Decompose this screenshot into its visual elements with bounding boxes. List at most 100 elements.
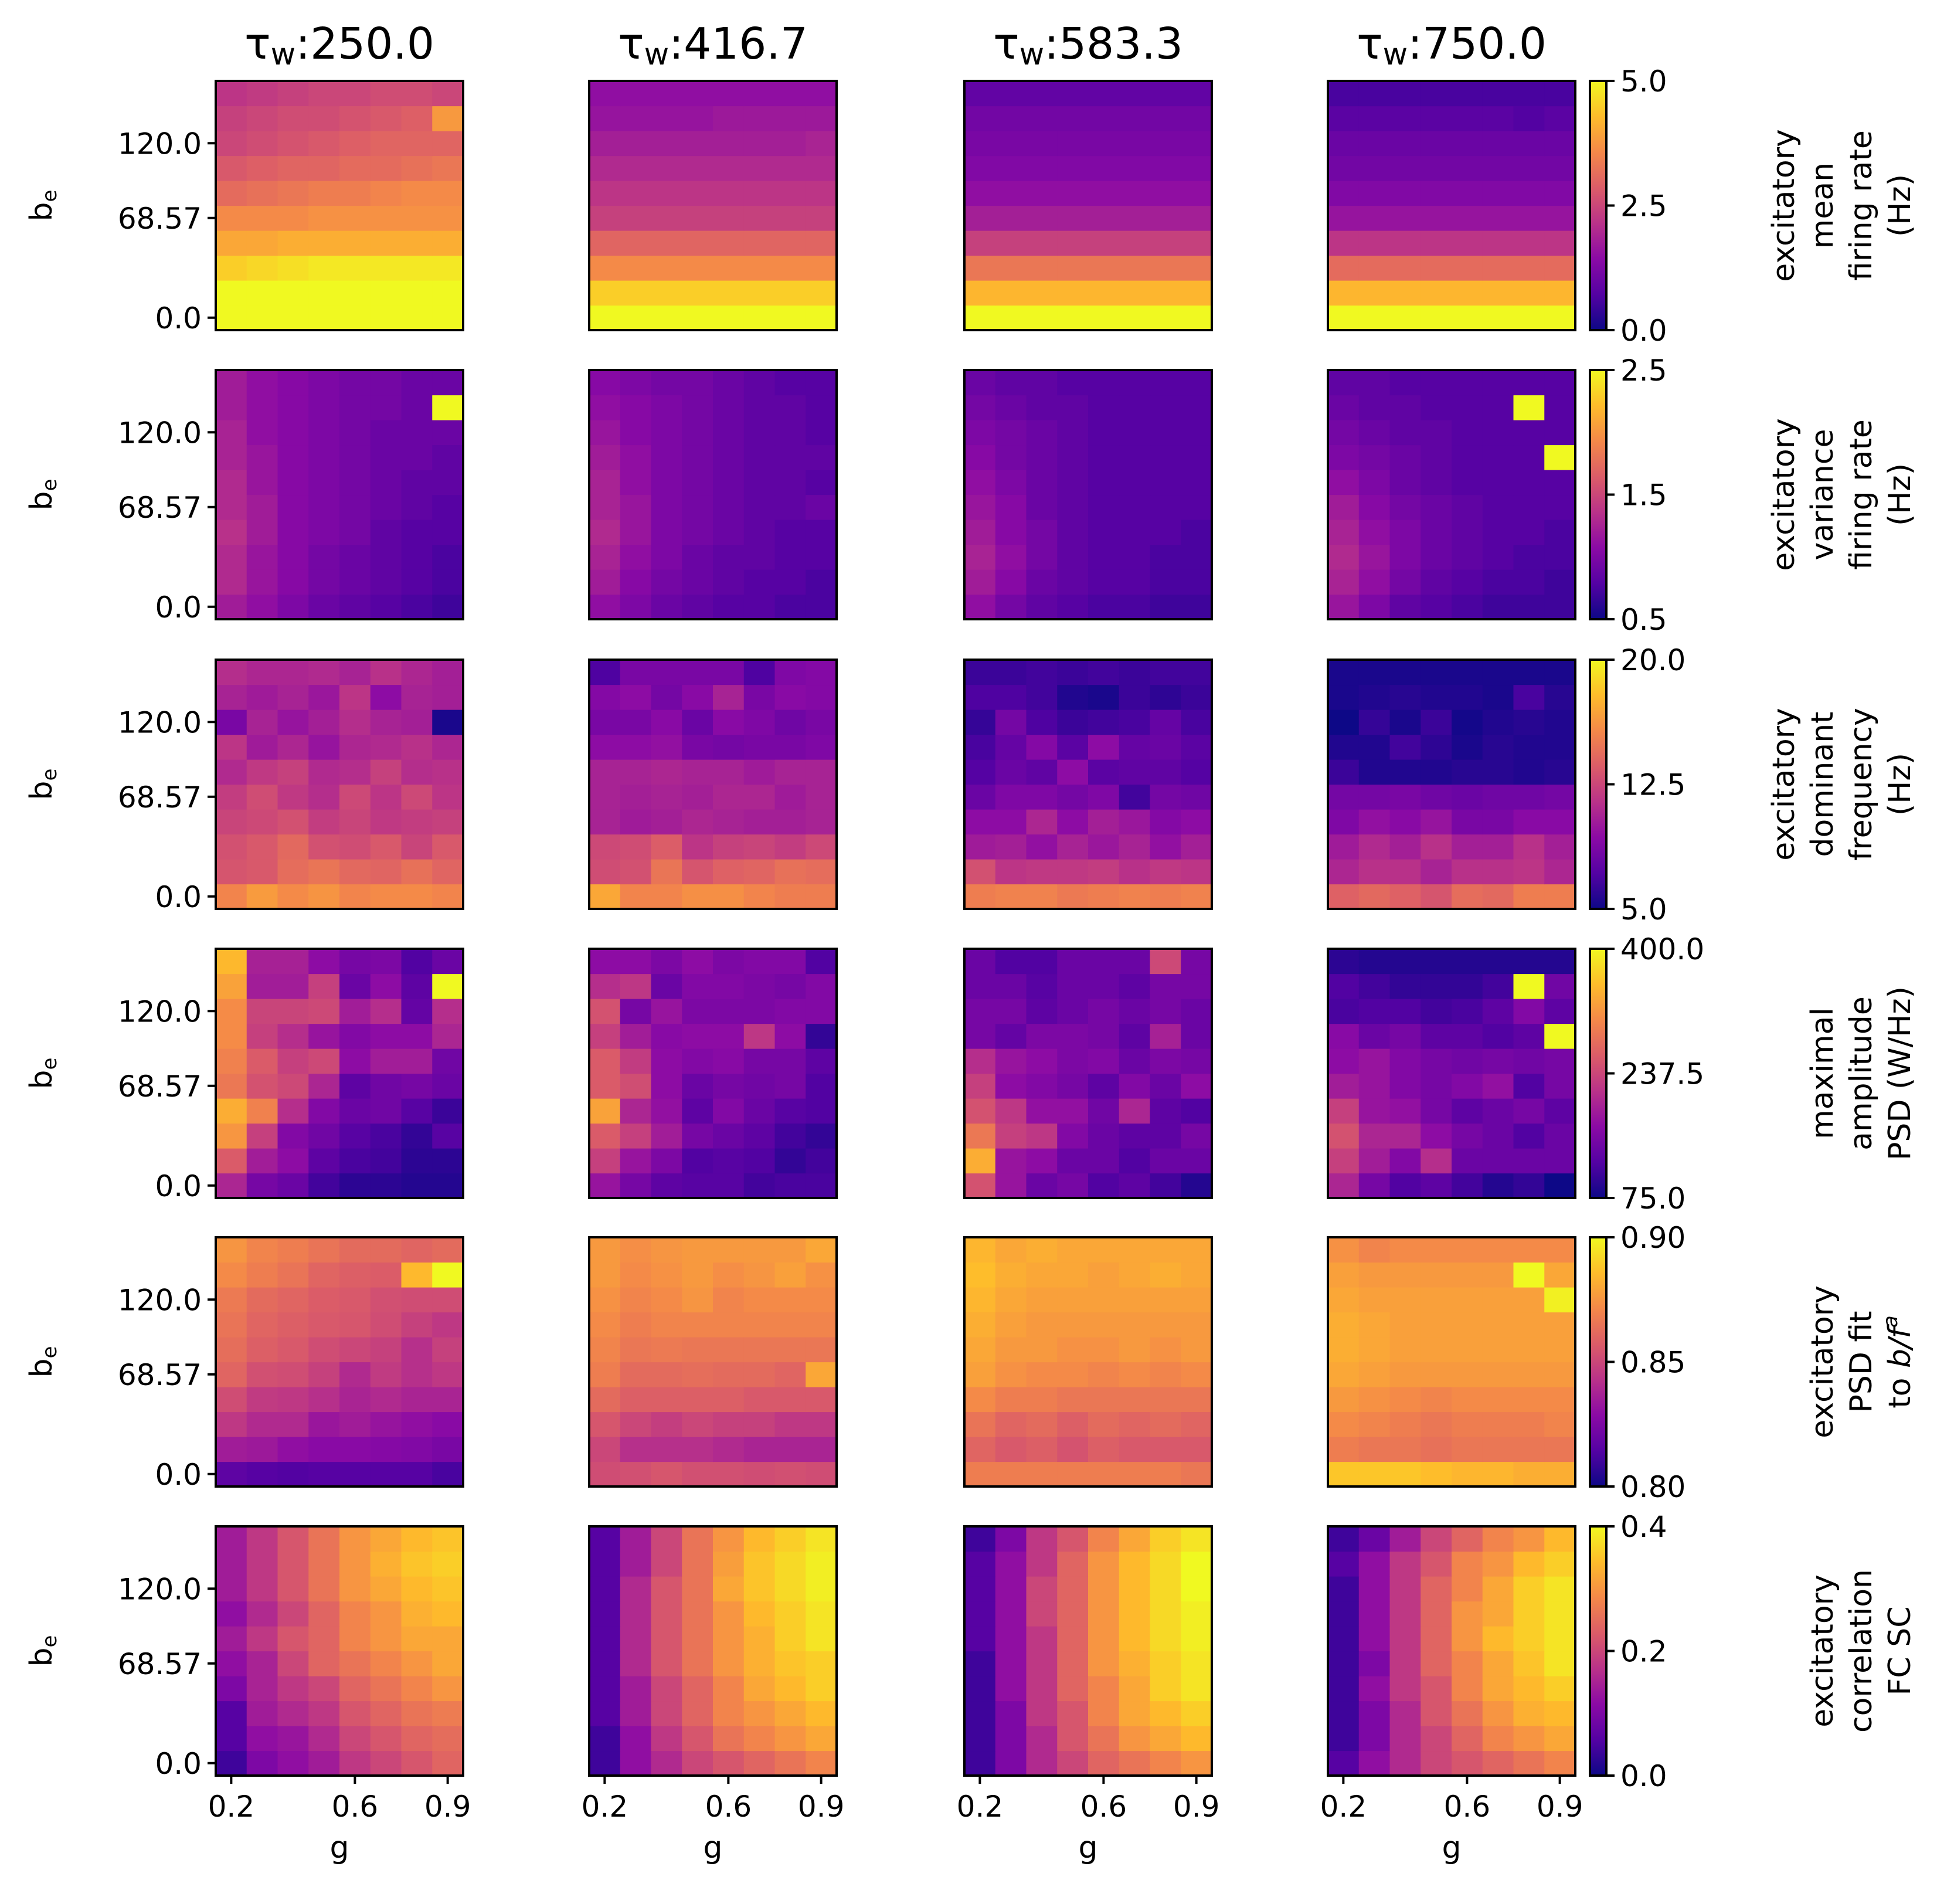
heatmap-cell bbox=[964, 420, 996, 446]
heatmap-cell bbox=[806, 494, 837, 520]
heatmap-cell bbox=[1328, 884, 1360, 909]
heatmap-cell bbox=[370, 494, 402, 520]
heatmap-cell bbox=[1088, 1023, 1120, 1049]
heatmap-cell bbox=[1452, 1701, 1483, 1726]
heatmap-cell bbox=[370, 999, 402, 1024]
heatmap-cell bbox=[995, 370, 1027, 396]
heatmap-cell bbox=[1328, 1626, 1360, 1652]
heatmap-cell bbox=[432, 205, 464, 231]
heatmap-cell bbox=[713, 1576, 745, 1602]
heatmap-cell bbox=[713, 759, 745, 785]
heatmap-cell bbox=[620, 1726, 652, 1752]
heatmap-cell bbox=[1389, 710, 1421, 735]
heatmap-cell bbox=[1482, 155, 1514, 181]
heatmap-cell bbox=[1181, 1651, 1212, 1676]
heatmap-cell bbox=[1513, 1551, 1545, 1577]
heatmap-cell bbox=[1421, 1461, 1452, 1487]
heatmap-cell bbox=[1358, 155, 1391, 181]
heatmap-cell bbox=[743, 569, 776, 595]
heatmap-cell bbox=[1181, 1576, 1212, 1602]
heatmap-cell bbox=[1513, 155, 1545, 181]
heatmap-cell bbox=[995, 181, 1027, 206]
heatmap-cell bbox=[1057, 370, 1089, 396]
heatmap-cell bbox=[1088, 809, 1120, 835]
heatmap-cell bbox=[370, 1123, 402, 1149]
heatmap-cell bbox=[277, 759, 309, 785]
heatmap-cell bbox=[216, 809, 247, 835]
heatmap-cell bbox=[1088, 734, 1120, 760]
heatmap-cell bbox=[589, 1123, 621, 1149]
heatmap-cell bbox=[216, 1337, 247, 1363]
heatmap-cell bbox=[1358, 395, 1391, 420]
heatmap-cell bbox=[432, 1048, 464, 1074]
heatmap-cell bbox=[1057, 834, 1089, 860]
heatmap-cell bbox=[964, 255, 996, 281]
heatmap-cell bbox=[1328, 1726, 1360, 1752]
heatmap-cell bbox=[1513, 859, 1545, 885]
heatmap-cell bbox=[1057, 1387, 1089, 1413]
heatmap-cell bbox=[1389, 395, 1421, 420]
heatmap-cell bbox=[432, 444, 464, 470]
heatmap-cell bbox=[1119, 1098, 1151, 1124]
heatmap-cell bbox=[401, 181, 433, 206]
heatmap-cell bbox=[713, 1048, 745, 1074]
heatmap-cell bbox=[1421, 255, 1452, 281]
heatmap-cell bbox=[1421, 470, 1452, 495]
heatmap-cell bbox=[277, 949, 309, 975]
heatmap-cell bbox=[370, 1676, 402, 1702]
heatmap-cell bbox=[1150, 1337, 1181, 1363]
heatmap-cell bbox=[743, 594, 776, 620]
heatmap-cell bbox=[277, 710, 309, 735]
heatmap-cell bbox=[401, 834, 433, 860]
heatmap-cell bbox=[774, 106, 806, 131]
heatmap-cell bbox=[339, 1148, 371, 1174]
heatmap-cell bbox=[432, 181, 464, 206]
heatmap-cell bbox=[1389, 1048, 1421, 1074]
heatmap-cell bbox=[806, 181, 837, 206]
heatmap-cell bbox=[651, 1098, 682, 1124]
heatmap-cell bbox=[651, 1726, 682, 1752]
heatmap-cell bbox=[1181, 1461, 1212, 1487]
heatmap-cell bbox=[308, 1073, 340, 1099]
heatmap-cell bbox=[1119, 1173, 1151, 1199]
heatmap-cell bbox=[1328, 1651, 1360, 1676]
heatmap-cell bbox=[1057, 884, 1089, 909]
heatmap-cell bbox=[1389, 1411, 1421, 1437]
heatmap-cell bbox=[1452, 520, 1483, 545]
heatmap-cell bbox=[743, 1726, 776, 1752]
heatmap-cell bbox=[995, 544, 1027, 570]
heatmap-cell bbox=[216, 370, 247, 396]
heatmap-cell bbox=[1026, 1098, 1058, 1124]
heatmap-cell bbox=[339, 1750, 371, 1776]
heatmap-cell bbox=[1358, 1576, 1391, 1602]
heatmap-cell bbox=[1389, 594, 1421, 620]
heatmap-cell bbox=[1057, 181, 1089, 206]
heatmap-cell bbox=[1328, 1237, 1360, 1263]
panel-frame bbox=[1327, 659, 1576, 910]
heatmap-cell bbox=[806, 949, 837, 975]
heatmap-cell bbox=[1088, 1287, 1120, 1313]
heatmap-cell bbox=[1088, 444, 1120, 470]
heatmap-cell bbox=[308, 1023, 340, 1049]
heatmap-cell bbox=[370, 734, 402, 760]
heatmap-cell bbox=[277, 444, 309, 470]
heatmap-cell bbox=[589, 1098, 621, 1124]
heatmap-cell bbox=[308, 1387, 340, 1413]
heatmap-cell bbox=[1150, 1726, 1181, 1752]
heatmap-cell bbox=[1057, 494, 1089, 520]
heatmap-cell bbox=[370, 1576, 402, 1602]
panel-frame bbox=[588, 659, 838, 910]
heatmap-cell bbox=[1328, 949, 1360, 975]
heatmap-cell bbox=[1421, 1237, 1452, 1263]
heatmap-cell bbox=[1544, 155, 1576, 181]
heatmap-cell bbox=[806, 710, 837, 735]
heatmap-cell bbox=[1181, 1173, 1212, 1199]
heatmap-cell bbox=[964, 544, 996, 570]
heatmap-cell bbox=[713, 973, 745, 999]
x-tick-label: 0.9 bbox=[1173, 1790, 1220, 1824]
heatmap-cell bbox=[1088, 1387, 1120, 1413]
heatmap-cell bbox=[1088, 1461, 1120, 1487]
heatmap-cell bbox=[1328, 470, 1360, 495]
heatmap-cell bbox=[401, 1526, 433, 1552]
heatmap-cell bbox=[308, 1750, 340, 1776]
